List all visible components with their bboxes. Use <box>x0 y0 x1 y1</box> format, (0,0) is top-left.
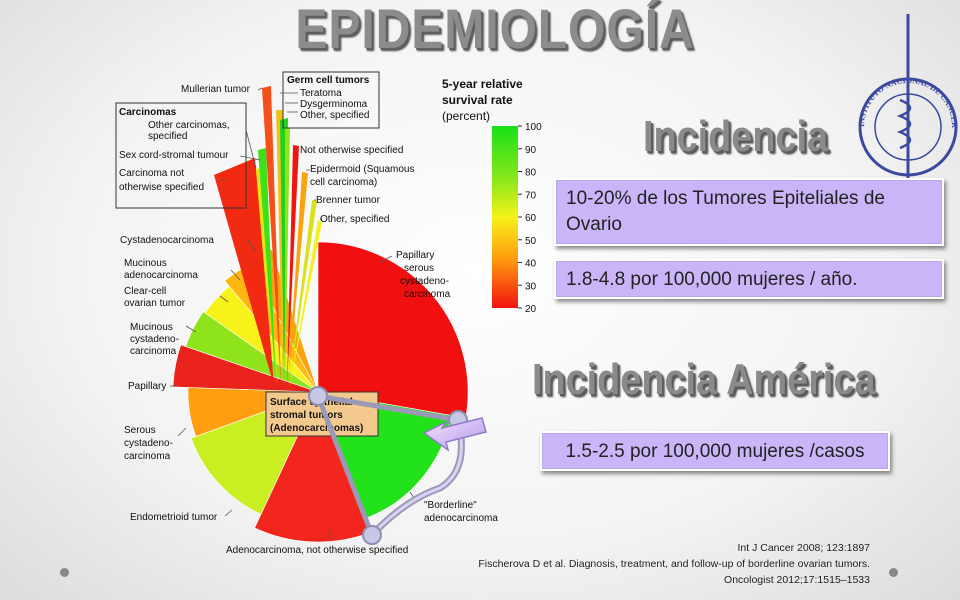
legend-ticks: 100 90 80 70 60 50 40 30 20 <box>518 122 542 315</box>
leader-lines <box>170 87 417 540</box>
wedge-epidermoid <box>288 172 308 386</box>
legend-color-bar <box>492 126 518 308</box>
legend-tick-label: 40 <box>525 259 537 270</box>
label-borderline-2: adenocarcinoma <box>424 513 498 524</box>
incidencia-heading: Incidencia <box>643 112 829 161</box>
label-serous-1: Serous <box>124 425 156 436</box>
label-mucinous-adenocarcinoma-2: adenocarcinoma <box>124 270 198 281</box>
label-endometrioid: Endometrioid tumor <box>130 512 218 523</box>
label-papillary-serous-2: serous <box>404 263 434 274</box>
label-germ-title: Germ cell tumors <box>287 75 370 86</box>
wedge-carcinoma-nos <box>214 158 274 386</box>
slide-nav-dot-right <box>889 568 898 577</box>
legend-tick-label: 30 <box>525 281 537 292</box>
label-germ-other: Other, specified <box>300 110 369 121</box>
label-serous-2: cystadeno- <box>124 438 173 449</box>
wedge-not-otherwise <box>287 145 299 386</box>
label-adenocarcinoma-nos: Adenocarcinoma, not otherwise specified <box>226 545 408 556</box>
label-papillary-serous-1: Papillary <box>396 250 434 261</box>
wedge-other-specified <box>290 220 322 386</box>
reference-1: Int J Cancer 2008; 123:1897 <box>737 542 870 554</box>
label-not-otherwise: Not otherwise specified <box>300 145 403 156</box>
legend-tick-label: 80 <box>525 168 537 179</box>
legend-title-2: survival rate <box>442 93 513 107</box>
label-carcinoma-nos-2: otherwise specified <box>119 182 204 193</box>
label-mucinous-cystadeno-1: Mucinous <box>130 322 173 333</box>
germ-cell-box <box>282 71 380 129</box>
legend-tick-label: 90 <box>525 145 537 156</box>
center-label-line2: stromal tumors <box>270 410 343 421</box>
wedge-mullerian <box>262 86 281 385</box>
incidencia-text-box-1: 10-20% de los Tumores Epiteliales de Ova… <box>554 178 944 246</box>
label-other-carcinomas-2: specified <box>148 131 187 142</box>
center-label-line3: (Adenocarcinomas) <box>270 423 363 434</box>
reference-2: Fischerova D et al. Diagnosis, treatment… <box>478 558 870 570</box>
pointer-arrow-icon <box>422 417 487 452</box>
page-title: EPIDEMIOLOGÍA <box>295 0 695 60</box>
label-mullerian: Mullerian tumor <box>181 84 251 95</box>
slide-nav-dot-left <box>60 568 69 577</box>
label-papillary: Papillary <box>128 381 166 392</box>
incidencia-america-heading: Incidencia América <box>532 355 876 404</box>
legend-title-1: 5-year relative <box>442 77 523 91</box>
label-epidermoid-2: cell carcinoma) <box>310 177 377 188</box>
label-cystadenocarcinoma: Cystadenocarcinoma <box>120 235 214 246</box>
legend-tick-label: 20 <box>525 304 537 315</box>
label-other-carcinomas-1: Other carcinomas, <box>148 120 230 131</box>
label-papillary-serous-3: cystadeno- <box>400 276 449 287</box>
label-dysgerminoma: Dysgerminoma <box>300 99 368 110</box>
label-teratoma: Teratoma <box>300 88 342 99</box>
label-clear-cell-1: Clear-cell <box>124 286 166 297</box>
label-brenner: Brenner tumor <box>316 195 381 206</box>
center-label-box <box>265 391 379 437</box>
wedge-sex-cord <box>258 148 276 386</box>
label-mucinous-cystadeno-3: carcinoma <box>130 346 177 357</box>
label-papillary-serous-4: carcinoma <box>404 289 451 300</box>
label-carcinoma-nos-1: Carcinoma not <box>119 168 184 179</box>
carcinomas-box <box>115 102 247 209</box>
incidencia-america-text-box: 1.5-2.5 por 100,000 mujeres /casos <box>540 431 890 471</box>
legend-tick-label: 70 <box>525 190 537 201</box>
pie-slice <box>185 311 319 393</box>
label-sex-cord: Sex cord-stromal tumour <box>119 150 229 161</box>
label-mucinous-cystadeno-2: cystadeno- <box>130 334 179 345</box>
legend-tick-label: 60 <box>525 213 537 224</box>
label-epidermoid-1: Epidermoid (Squamous <box>310 164 415 175</box>
legend-tick-label: 50 <box>525 236 537 247</box>
incidencia-text-box-2: 1.8-4.8 por 100,000 mujeres / año. <box>554 259 944 299</box>
reference-3: Oncologist 2012;17:1515–1533 <box>724 574 870 586</box>
label-serous-3: carcinoma <box>124 451 171 462</box>
legend-title-3: (percent) <box>442 109 490 123</box>
pie-slice <box>317 241 469 419</box>
legend-tick-label: 100 <box>525 122 542 133</box>
label-mucinous-adenocarcinoma-1: Mucinous <box>124 258 167 269</box>
label-carcinomas-title: Carcinomas <box>119 107 177 118</box>
legend: 5-year relative survival rate (percent) … <box>442 77 542 315</box>
wedge-brenner <box>289 200 317 386</box>
wedge-germ-other <box>285 128 290 386</box>
pointer-arrow-overlay <box>308 386 487 545</box>
exploded-wedges <box>214 86 322 386</box>
label-clear-cell-2: ovarian tumor <box>124 298 186 309</box>
label-other-specified: Other, specified <box>320 214 389 225</box>
pie-slice <box>172 344 319 393</box>
pie-slices <box>172 241 469 543</box>
label-borderline-1: "Borderline" <box>424 500 477 511</box>
